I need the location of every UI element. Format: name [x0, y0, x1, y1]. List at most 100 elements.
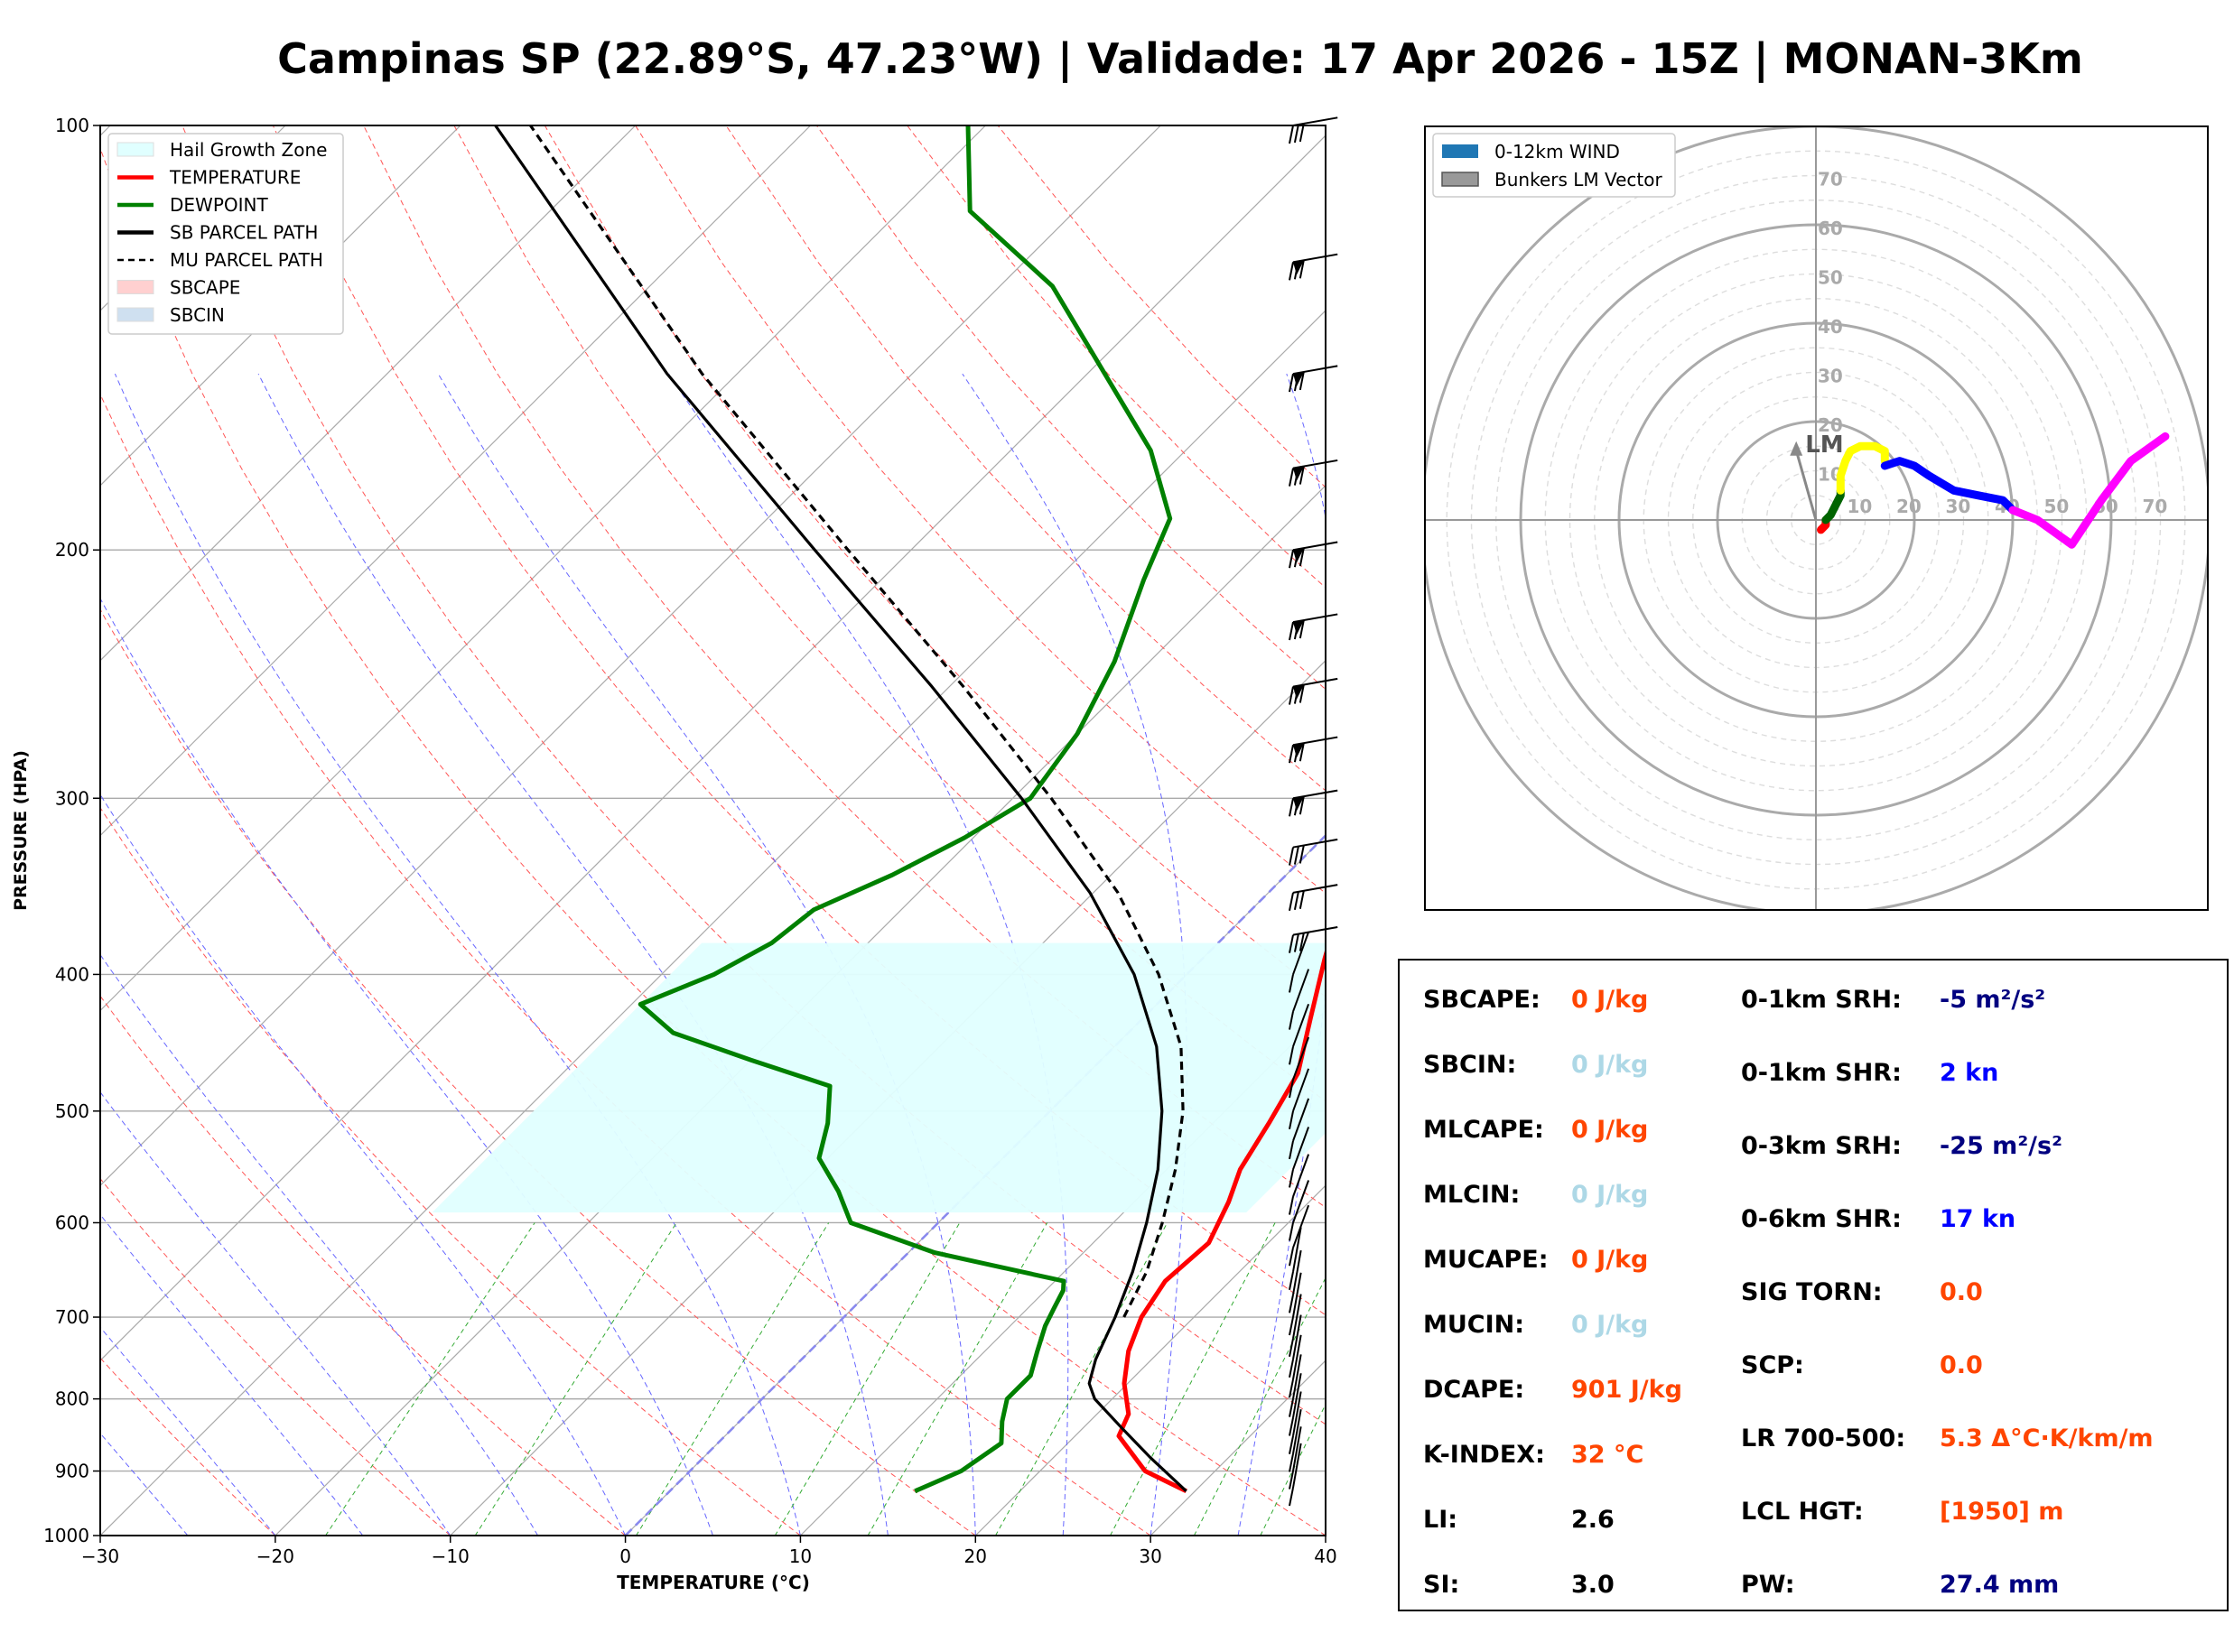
wind-barb — [1289, 1068, 1310, 1129]
barb-staff — [1292, 925, 1338, 936]
barb-staff — [1292, 116, 1338, 126]
wind-barb — [1289, 541, 1338, 569]
y-tick-label: 300 — [55, 787, 89, 809]
moist-adiabat-line — [100, 1326, 276, 1536]
barb-feather — [1293, 685, 1299, 704]
moist-adiabat-line — [437, 373, 976, 1536]
x-tick-label: 10 — [789, 1545, 812, 1567]
barb-feather — [1293, 743, 1299, 763]
barb-staff — [1292, 1204, 1310, 1248]
legend-swatch — [1442, 144, 1478, 158]
stat-label: K-INDEX: — [1423, 1441, 1545, 1469]
barb-feather — [1289, 745, 1294, 764]
barb-feather — [1299, 795, 1305, 815]
barb-feather — [1299, 742, 1305, 762]
barb-feather — [1293, 372, 1299, 392]
barb-staff — [1292, 677, 1338, 688]
y-tick-label: 900 — [55, 1461, 89, 1482]
isotherm-line — [974, 1184, 1326, 1536]
moist-adiabat-line — [100, 1213, 364, 1536]
legend-label: TEMPERATURE — [169, 167, 301, 189]
stat-value: 32 °C — [1571, 1441, 1644, 1469]
barb-feather — [1289, 974, 1294, 993]
x-tick-label: 0 — [619, 1545, 631, 1567]
skewt-x-label: TEMPERATURE (°C) — [617, 1572, 810, 1593]
stat-label: SCP: — [1741, 1351, 1804, 1379]
barb-feather — [1299, 260, 1305, 279]
stat-value: 0 J/kg — [1571, 1181, 1649, 1209]
x-tick-label: 40 — [1314, 1545, 1336, 1567]
y-tick-label: 800 — [55, 1388, 89, 1410]
mixing-ratio-line — [867, 1222, 1048, 1536]
stats-panel: SBCAPE: 0 J/kg SBCIN: 0 J/kg MLCAPE: 0 J/kg ML… — [1398, 959, 2229, 1611]
stat-label: 0-1km SHR: — [1741, 1059, 1902, 1087]
hodograph-trace-6-9km — [1880, 457, 2017, 515]
barb-feather — [1289, 373, 1294, 393]
ring-label-u: 70 — [2143, 496, 2168, 517]
moist-adiabat-line — [100, 794, 627, 1536]
mixing-ratio-line — [325, 1222, 535, 1536]
freezing-isotherm — [624, 833, 1326, 1536]
wind-barb — [1289, 116, 1338, 144]
barb-feather — [1293, 797, 1299, 816]
barb-feather — [1289, 1359, 1294, 1378]
stat-value: 0 J/kg — [1571, 1051, 1649, 1079]
barb-feather — [1289, 468, 1294, 487]
barb-feather — [1293, 933, 1299, 952]
dry-adiabat-line — [815, 125, 1326, 691]
barb-staff — [1292, 969, 1310, 1012]
stat-label: MUCAPE: — [1423, 1246, 1549, 1274]
barb-feather — [1293, 467, 1299, 486]
stat-value: 901 J/kg — [1571, 1376, 1682, 1404]
dry-adiabat-line — [100, 1177, 451, 1536]
wind-barb — [1289, 1409, 1302, 1472]
barb-staff — [1292, 1334, 1302, 1380]
isotherm-line — [100, 125, 461, 487]
stat-value: 0.0 — [1940, 1351, 1983, 1379]
wind-barb — [1289, 1098, 1310, 1160]
mixing-ratio-line — [1260, 1403, 1326, 1536]
barb-feather — [1293, 261, 1299, 280]
wind-barb — [1289, 925, 1338, 953]
skewt-legend: Hail Growth Zone TEMPERATURE DEWPOINT SB PA… — [107, 133, 344, 335]
legend-label: DEWPOINT — [170, 194, 268, 216]
stat-value: [1950] m — [1940, 1498, 2064, 1526]
stat-value: 2 kn — [1940, 1059, 1999, 1087]
wind-barb — [1289, 838, 1338, 866]
stat-label: 0-1km SRH: — [1741, 986, 1902, 1014]
y-tick-label: 700 — [55, 1306, 89, 1328]
barb-staff — [1292, 253, 1338, 264]
stat-label: PW: — [1741, 1571, 1795, 1599]
stat-value: 5.3 Δ°C·K/km/m — [1940, 1425, 2154, 1452]
barb-feather — [1289, 1487, 1294, 1507]
barb-feather — [1289, 1196, 1294, 1215]
isotherm-line — [800, 1009, 1326, 1536]
barb-staff — [1292, 1272, 1302, 1318]
barb-feather — [1289, 1046, 1294, 1065]
isotherm-line — [100, 125, 637, 662]
stat-value: 0 J/kg — [1571, 1246, 1649, 1274]
barb-feather — [1299, 123, 1305, 143]
ring-label-v: 70 — [1818, 169, 1843, 190]
barb-feather — [1289, 1169, 1294, 1188]
mu-parcel-path-line — [529, 125, 1185, 1318]
barb-staff — [1292, 838, 1338, 849]
ring-label-v: 60 — [1818, 218, 1843, 239]
barb-feather — [1289, 1222, 1294, 1241]
barb-feather — [1289, 1271, 1294, 1290]
barb-feather — [1289, 892, 1294, 912]
dry-adiabat-line — [182, 125, 1326, 1425]
barb-feather — [1289, 1140, 1294, 1160]
stat-value: 0 J/kg — [1571, 1116, 1649, 1144]
isotherm-line — [100, 125, 811, 837]
sb-parcel-path-line — [494, 125, 1187, 1492]
barb-staff — [1292, 932, 1310, 975]
barb-feather — [1289, 1471, 1294, 1490]
barb-feather — [1289, 1079, 1294, 1099]
x-tick-label: −10 — [432, 1545, 470, 1567]
dry-adiabat-line — [453, 125, 1326, 1102]
barb-staff — [1292, 1426, 1302, 1471]
barb-feather — [1293, 846, 1299, 865]
moist-adiabat-line — [962, 373, 1187, 1536]
